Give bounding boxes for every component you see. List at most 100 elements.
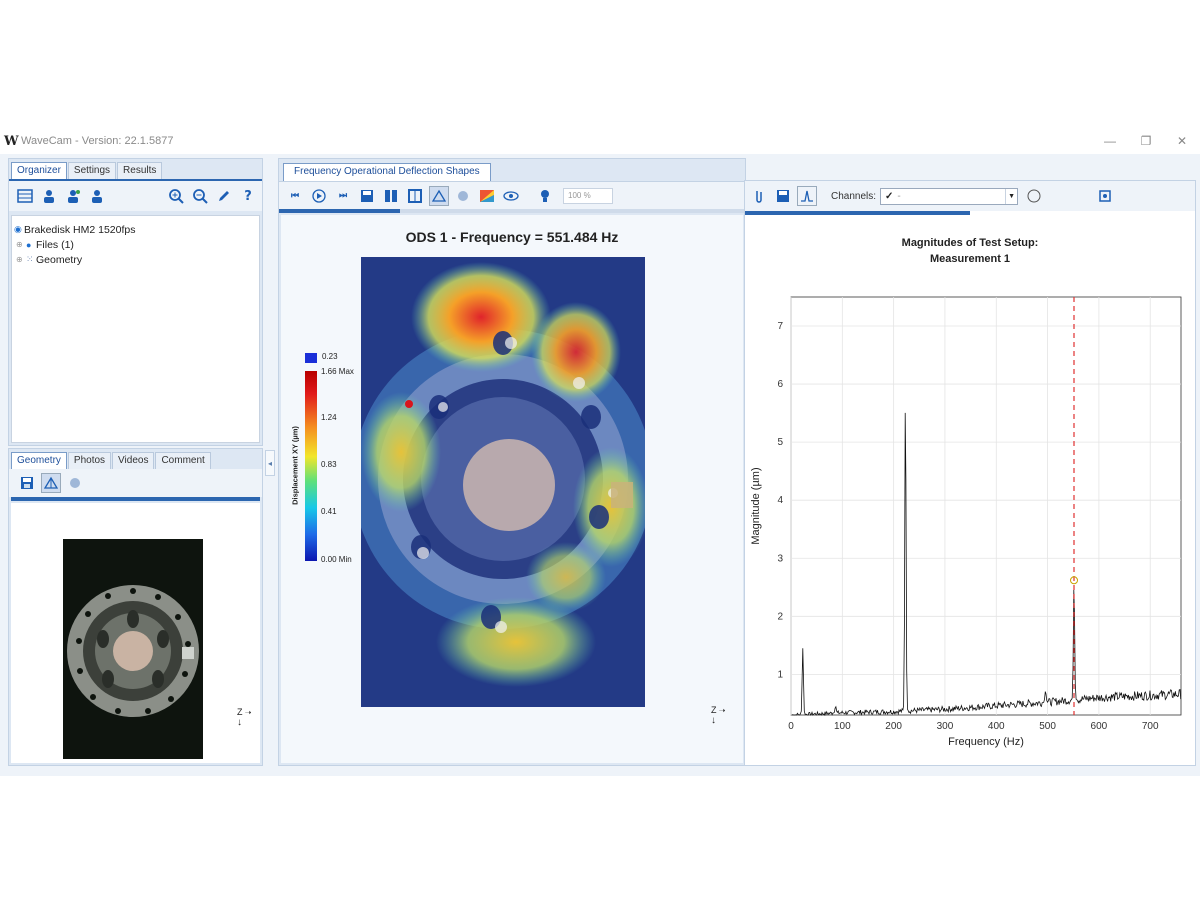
- geometry-icon: ⁙: [26, 254, 34, 264]
- organizer-tabs: Organizer Settings Results: [9, 159, 262, 179]
- zoom-value: 100 %: [568, 191, 591, 200]
- edit-icon[interactable]: [214, 186, 234, 206]
- ods-viewport[interactable]: ODS 1 - Frequency = 551.484 Hz 0.23 1.66…: [281, 215, 743, 763]
- x-tick-label: 100: [834, 721, 851, 732]
- zoom-out-icon[interactable]: [190, 186, 210, 206]
- geometry-viewport[interactable]: Z ➝ ↓: [11, 503, 260, 763]
- spectrum-series-line: [791, 412, 1182, 716]
- ods-title: ODS 1 - Frequency = 551.484 Hz: [405, 229, 619, 245]
- playback-progress-fill: [279, 209, 401, 213]
- colorbar-label: Displacement XY (µm): [290, 426, 300, 505]
- tab-geometry[interactable]: Geometry: [11, 452, 67, 469]
- zoom-field[interactable]: 100 %: [563, 187, 613, 204]
- add-user-icon[interactable]: [39, 186, 59, 206]
- skip-forward-icon[interactable]: ⏭: [338, 190, 348, 200]
- close-button[interactable]: ✕: [1176, 134, 1188, 148]
- colormap-icon[interactable]: [477, 186, 497, 206]
- save-icon[interactable]: [773, 186, 793, 206]
- help-icon[interactable]: ?: [244, 188, 252, 204]
- title-bar: W WaveCam - Version: 22.1.5877 — ❐ ✕: [0, 128, 1200, 154]
- colorbar-tick: 0.00 Min: [321, 555, 352, 564]
- skip-back-icon[interactable]: ⏮: [290, 190, 300, 200]
- colorbar: [305, 371, 317, 561]
- y-tick-label: 7: [777, 321, 783, 332]
- axis-triad: Z ➝ ↓: [237, 707, 252, 728]
- tab-frequency-ods[interactable]: Frequency Operational Deflection Shapes: [283, 163, 491, 181]
- ods-heatmap-image: [353, 257, 653, 707]
- y-tick-label: 1: [777, 669, 783, 680]
- fit-view-icon[interactable]: [1095, 186, 1115, 206]
- ods-tabs: Frequency Operational Deflection Shapes: [279, 159, 745, 181]
- tab-photos[interactable]: Photos: [67, 452, 112, 469]
- expand-icon[interactable]: ⊕: [16, 255, 23, 264]
- app-logo: W: [4, 133, 19, 149]
- x-tick-label: 0: [788, 721, 794, 732]
- tab-settings[interactable]: Settings: [67, 162, 117, 179]
- eye-icon[interactable]: [501, 186, 521, 206]
- tree-item-project[interactable]: ◉ Brakedisk HM2 1520fps: [14, 222, 257, 237]
- export-frames-icon[interactable]: [405, 186, 425, 206]
- y-axis-label: Magnitude (µm): [750, 467, 762, 544]
- edit-user-icon[interactable]: [63, 186, 83, 206]
- mesh-icon[interactable]: [429, 185, 449, 206]
- organizer-toolbar: ?: [9, 179, 262, 211]
- x-tick-label: 300: [937, 721, 954, 732]
- z-axis-label: Z: [237, 707, 243, 717]
- channels-select[interactable]: ✓ - ▼: [880, 187, 1019, 205]
- geometry-toolbar-divider: [11, 497, 260, 501]
- chart-subtitle: Measurement 1: [929, 253, 1011, 265]
- y-tick-label: 2: [777, 611, 783, 622]
- spectrum-chart[interactable]: 0 100 200 300 400 500 600 700 1 2 3 4 5 6 7 Frequency (…: [745, 281, 1197, 761]
- tab-organizer[interactable]: Organizer: [11, 162, 67, 179]
- save-icon[interactable]: [357, 186, 377, 206]
- chart-title: Magnitudes of Test Setup:: [901, 237, 1039, 249]
- list-icon[interactable]: [15, 186, 35, 206]
- project-tree: ◉ Brakedisk HM2 1520fps ⊕ ● Files (1) ⊕ …: [11, 215, 260, 443]
- frames-icon[interactable]: [381, 186, 401, 206]
- x-tick-label: 500: [1039, 721, 1056, 732]
- app-window: W WaveCam - Version: 22.1.5877 — ❐ ✕ Org…: [0, 128, 1200, 776]
- tab-results[interactable]: Results: [117, 162, 163, 179]
- remove-user-icon[interactable]: [87, 186, 107, 206]
- file-icon: ●: [26, 239, 32, 250]
- lightbulb-icon[interactable]: [535, 186, 555, 206]
- spectrum-panel: Channels: ✓ - ▼ Magnitudes of Test Setup…: [744, 180, 1196, 766]
- surface-icon[interactable]: [453, 186, 473, 206]
- geometry-toolbar: [9, 469, 262, 497]
- maximize-button[interactable]: ❐: [1140, 134, 1152, 148]
- frequency-marker-point: [1070, 576, 1079, 585]
- tab-comment[interactable]: Comment: [155, 452, 211, 469]
- y-tick-label: 4: [777, 495, 783, 506]
- colorbar-tick: 0.41: [321, 507, 337, 516]
- channels-label: Channels:: [831, 190, 877, 202]
- save-icon[interactable]: [17, 473, 37, 493]
- tree-item-label: Brakedisk HM2 1520fps: [24, 223, 136, 236]
- attach-icon[interactable]: [749, 186, 769, 206]
- playback-progress[interactable]: [279, 209, 745, 213]
- project-icon: ◉: [14, 224, 22, 234]
- window-title: WaveCam - Version: 22.1.5877: [21, 135, 174, 147]
- peak-icon[interactable]: [797, 186, 817, 206]
- tree-item-files[interactable]: ⊕ ● Files (1): [14, 237, 257, 252]
- spectrum-progress: [745, 211, 1195, 215]
- chevron-down-icon[interactable]: ▼: [1005, 188, 1017, 204]
- tree-item-label: Geometry: [36, 253, 83, 266]
- y-tick-label: 6: [777, 379, 783, 390]
- minimize-button[interactable]: —: [1104, 134, 1116, 148]
- x-tick-label: 700: [1142, 721, 1159, 732]
- plot-area: [790, 296, 1182, 716]
- tree-item-geometry[interactable]: ⊕ ⁙ Geometry: [14, 252, 257, 267]
- zoom-in-icon[interactable]: [166, 186, 186, 206]
- play-icon[interactable]: [309, 186, 329, 206]
- colorbar-top-value: 0.23: [322, 352, 338, 361]
- ods-toolbar: ⏮ ⏭: [279, 181, 745, 209]
- expand-icon[interactable]: ⊕: [16, 240, 23, 249]
- mesh-icon[interactable]: [41, 473, 61, 493]
- circle-icon[interactable]: [1024, 186, 1044, 206]
- x-axis-label: Frequency (Hz): [948, 736, 1024, 748]
- left-splitter-handle[interactable]: ◂: [265, 450, 275, 476]
- colorbar-tick: 0.83: [321, 460, 337, 469]
- surface-icon[interactable]: [65, 473, 85, 493]
- tab-videos[interactable]: Videos: [112, 452, 155, 469]
- colorbar-min-swatch: [305, 353, 317, 363]
